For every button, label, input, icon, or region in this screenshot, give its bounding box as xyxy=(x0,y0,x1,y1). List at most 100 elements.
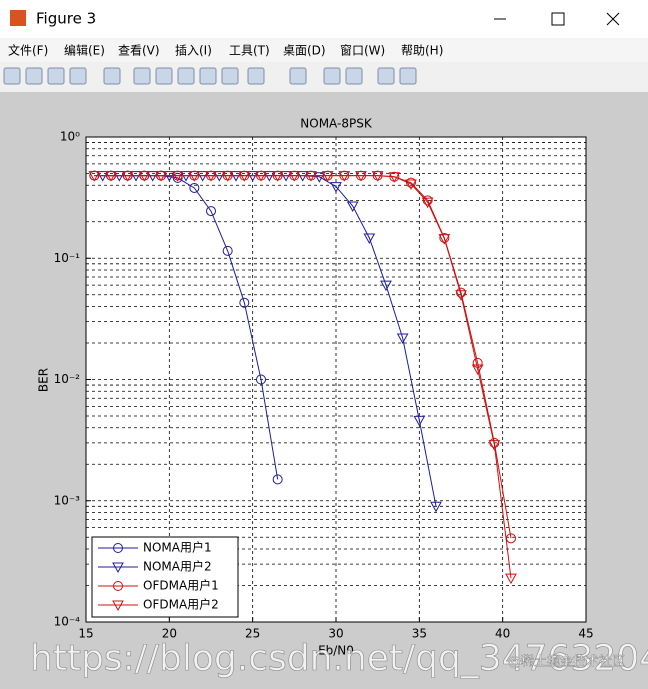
watermark: https://blog.csdn.net/qq_34763204 xyxy=(30,638,648,679)
axes-box xyxy=(85,136,587,623)
marker xyxy=(455,290,467,301)
marker xyxy=(256,374,266,385)
menu-item[interactable]: 窗口(W) xyxy=(340,44,385,58)
marker xyxy=(188,171,201,182)
title-bar xyxy=(0,0,648,38)
marker xyxy=(172,172,183,183)
marker xyxy=(263,171,276,182)
menu-item[interactable]: 桌面(D) xyxy=(283,44,326,58)
marker xyxy=(189,182,200,193)
toolbar-button[interactable] xyxy=(133,67,151,85)
toolbar-button[interactable] xyxy=(25,67,43,85)
watermark-small: @稀土掘金技术社区 xyxy=(508,654,625,670)
marker xyxy=(105,171,117,182)
menu-item[interactable]: 查看(V) xyxy=(118,44,160,58)
marker xyxy=(155,171,167,182)
toolbar-button[interactable] xyxy=(323,67,341,85)
marker xyxy=(88,171,101,182)
y-axis-label: BER xyxy=(37,368,51,392)
marker xyxy=(180,171,192,182)
marker xyxy=(112,600,124,612)
marker xyxy=(288,171,301,182)
menu-item[interactable]: 帮助(H) xyxy=(401,44,443,58)
legend-box xyxy=(91,536,239,618)
toolbar-button[interactable] xyxy=(69,67,87,85)
toolbar-button[interactable] xyxy=(345,67,363,85)
window-title: Figure 3 xyxy=(36,10,96,28)
x-tick-label: 30 xyxy=(328,627,343,641)
marker xyxy=(488,440,501,451)
marker xyxy=(146,171,159,182)
app-icon xyxy=(10,10,26,26)
marker xyxy=(213,171,226,182)
toolbar-button[interactable] xyxy=(155,67,173,85)
marker xyxy=(271,171,284,182)
x-tick-label: 45 xyxy=(578,627,593,641)
toolbar-button[interactable] xyxy=(221,67,239,85)
marker xyxy=(355,171,367,182)
menu-item[interactable]: 编辑(E) xyxy=(64,43,105,58)
marker xyxy=(313,172,326,183)
maximize-button[interactable] xyxy=(551,12,565,26)
marker xyxy=(96,171,109,182)
toolbar-button[interactable] xyxy=(47,67,65,85)
toolbar-button[interactable] xyxy=(177,67,195,85)
marker xyxy=(396,333,409,345)
y-tick-label: 10⁻¹ xyxy=(54,251,81,265)
marker xyxy=(363,233,376,244)
toolbar-button[interactable] xyxy=(289,67,307,85)
marker xyxy=(371,171,384,182)
marker xyxy=(406,177,416,188)
legend-label: OFDMA用户1 xyxy=(143,578,219,593)
toolbar-button[interactable] xyxy=(3,67,21,85)
y-tick-label: 10⁻³ xyxy=(54,493,81,507)
marker xyxy=(121,171,134,182)
marker xyxy=(280,171,292,182)
marker xyxy=(255,171,267,182)
marker xyxy=(422,195,433,206)
marker xyxy=(413,415,426,427)
x-tick-label: 20 xyxy=(162,627,177,641)
toolbar-button[interactable] xyxy=(247,67,265,85)
marker xyxy=(321,171,334,182)
toolbar-button[interactable] xyxy=(377,67,395,85)
menu-bar xyxy=(0,38,648,62)
x-tick-label: 15 xyxy=(78,627,93,641)
marker xyxy=(456,287,466,298)
marker xyxy=(272,474,283,485)
marker xyxy=(338,171,351,182)
marker xyxy=(305,171,317,182)
y-tick-label: 10⁻² xyxy=(54,372,81,386)
close-button[interactable] xyxy=(606,12,620,26)
chart-title: NOMA-8PSK xyxy=(300,117,373,131)
marker xyxy=(230,171,242,182)
marker xyxy=(130,171,142,182)
marker xyxy=(171,171,184,182)
marker xyxy=(222,245,233,256)
x-tick-label: 35 xyxy=(412,627,427,641)
x-tick-label: 25 xyxy=(245,627,260,641)
menu-item[interactable]: 工具(T) xyxy=(229,44,270,58)
marker xyxy=(471,364,484,376)
marker xyxy=(330,182,342,193)
marker xyxy=(239,297,250,308)
menu-item[interactable]: 文件(F) xyxy=(8,43,48,58)
x-axis-label: Eb/N0 xyxy=(318,644,354,658)
toolbar-button[interactable] xyxy=(103,67,121,85)
marker xyxy=(505,573,517,585)
marker xyxy=(421,197,434,209)
menu-item[interactable]: 插入(I) xyxy=(175,44,212,58)
marker xyxy=(206,206,216,217)
marker xyxy=(296,171,309,182)
marker xyxy=(388,172,401,183)
marker xyxy=(405,179,417,190)
marker xyxy=(438,234,451,245)
marker xyxy=(163,171,176,182)
marker xyxy=(112,562,124,574)
marker xyxy=(205,171,217,182)
y-tick-label: 10⁻⁴ xyxy=(54,615,81,629)
marker xyxy=(439,232,450,243)
toolbar-button[interactable] xyxy=(199,67,217,85)
toolbar-button[interactable] xyxy=(399,67,417,85)
